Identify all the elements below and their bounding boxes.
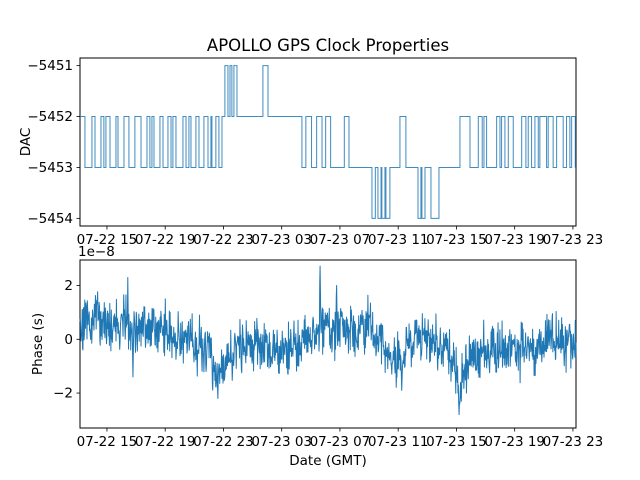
x-tick-label: 07-23 07 (310, 232, 371, 248)
plot-border (79, 57, 577, 227)
x-tick-label: 07-23 23 (543, 232, 604, 248)
x-tick-label: 07-23 11 (368, 434, 429, 450)
y-tick-label: −5453 (27, 160, 73, 176)
x-tick-label: 07-22 15 (77, 232, 138, 248)
x-tick-label: 07-22 23 (193, 434, 254, 450)
x-tick-label: 07-23 15 (426, 434, 487, 450)
phase-y-axis-label: Phase (s) (30, 313, 46, 375)
dac-y-axis-label: DAC (18, 128, 34, 157)
x-tick-label: 07-22 15 (77, 434, 138, 450)
x-tick-label: 07-23 23 (543, 434, 604, 450)
x-tick-label: 07-23 03 (251, 232, 312, 248)
y-tick-label: −5451 (27, 58, 73, 74)
y-tick-label: 0 (64, 332, 73, 348)
x-tick-label: 07-23 15 (426, 232, 487, 248)
x-tick-label: 07-23 19 (484, 434, 545, 450)
phase-offset-text: 1e−8 (78, 244, 115, 260)
y-tick-label: −5452 (27, 109, 73, 125)
x-tick-label: 07-23 07 (310, 434, 371, 450)
phase-series-path (79, 265, 577, 416)
x-tick-label: 07-22 23 (193, 232, 254, 248)
x-tick-label: 07-23 03 (251, 434, 312, 450)
x-tick-label: 07-23 11 (368, 232, 429, 248)
x-axis-label: Date (GMT) (289, 453, 366, 469)
y-tick-label: −5454 (27, 211, 73, 227)
chart-title: APOLLO GPS Clock Properties (207, 36, 449, 55)
x-tick-label: 07-22 19 (135, 434, 196, 450)
x-tick-label: 07-23 19 (484, 232, 545, 248)
y-tick-label: 2 (64, 278, 73, 294)
y-tick-label: −2 (53, 386, 73, 402)
dac-series-path (80, 65, 576, 219)
x-tick-label: 07-22 19 (135, 232, 196, 248)
